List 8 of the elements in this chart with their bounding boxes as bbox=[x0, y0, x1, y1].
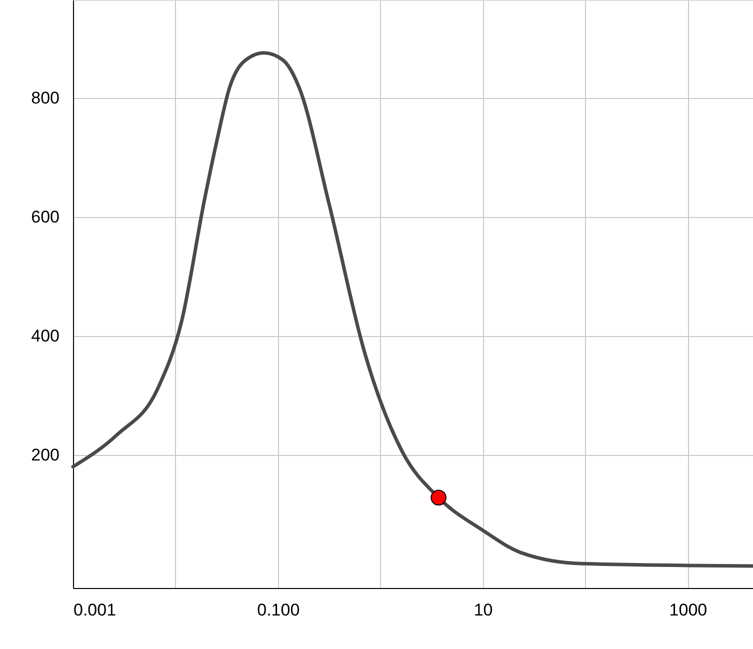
x-tick-label: 0.100 bbox=[257, 600, 300, 620]
y-tick-label: 600 bbox=[31, 208, 60, 227]
x-tick-label: 10 bbox=[474, 600, 493, 620]
x-tick-label: 0.001 bbox=[74, 600, 116, 620]
x-tick-label: 1000 bbox=[669, 600, 708, 620]
y-tick-label: 800 bbox=[31, 88, 60, 108]
y-tick-label: 200 bbox=[31, 445, 60, 464]
y-tick-label: 400 bbox=[31, 326, 60, 346]
